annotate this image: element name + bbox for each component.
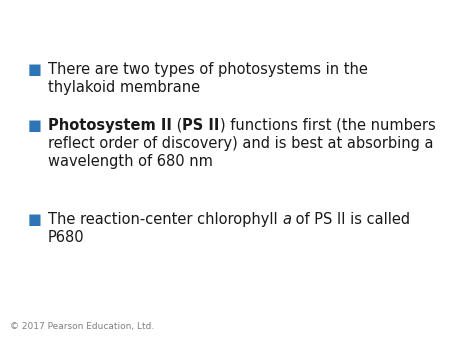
Text: PS II: PS II bbox=[182, 118, 220, 133]
Text: reflect order of discovery) and is best at absorbing a: reflect order of discovery) and is best … bbox=[48, 136, 433, 151]
Text: P680: P680 bbox=[48, 230, 85, 245]
Text: Photosystem II: Photosystem II bbox=[48, 118, 172, 133]
Text: wavelength of 680 nm: wavelength of 680 nm bbox=[48, 154, 213, 169]
Text: thylakoid membrane: thylakoid membrane bbox=[48, 80, 200, 95]
Text: ) functions first (the numbers: ) functions first (the numbers bbox=[220, 118, 436, 133]
Text: (: ( bbox=[172, 118, 182, 133]
Text: ■: ■ bbox=[28, 118, 42, 133]
Text: © 2017 Pearson Education, Ltd.: © 2017 Pearson Education, Ltd. bbox=[10, 322, 154, 331]
Text: a: a bbox=[282, 212, 291, 227]
Text: The reaction-center chlorophyll: The reaction-center chlorophyll bbox=[48, 212, 282, 227]
Text: ■: ■ bbox=[28, 212, 42, 227]
Text: of PS II is called: of PS II is called bbox=[291, 212, 410, 227]
Text: There are two types of photosystems in the: There are two types of photosystems in t… bbox=[48, 62, 368, 77]
Text: ■: ■ bbox=[28, 62, 42, 77]
